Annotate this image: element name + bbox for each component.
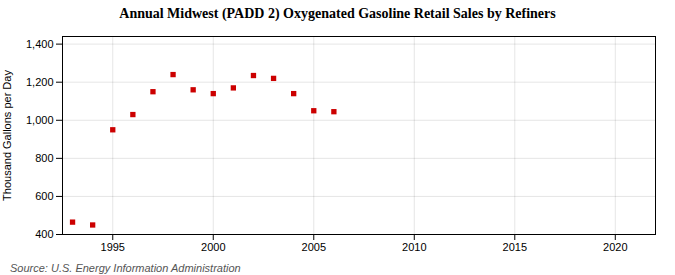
svg-text:1995: 1995 <box>101 241 125 253</box>
svg-text:Thousand Gallons per Day: Thousand Gallons per Day <box>1 70 13 201</box>
html-text:Annual Midwest (PADD 2) Oxygen: Annual Midwest (PADD 2) Oxygenated Gasol… <box>119 6 556 21</box>
svg-text:2020: 2020 <box>603 241 627 253</box>
svg-text:1,400: 1,400 <box>26 38 54 50</box>
svg-text:2000: 2000 <box>201 241 225 253</box>
svg-text:2015: 2015 <box>503 241 527 253</box>
svg-text:2010: 2010 <box>402 241 426 253</box>
svg-text:1,200: 1,200 <box>26 76 54 88</box>
svg-text:2005: 2005 <box>302 241 326 253</box>
svg-text:800: 800 <box>35 152 53 164</box>
html-text:Source: U.S. Energy Informatio: Source: U.S. Energy Information Administ… <box>10 262 241 274</box>
svg-text:1,000: 1,000 <box>26 114 54 126</box>
svg-text:600: 600 <box>35 190 53 202</box>
svg-text:400: 400 <box>35 228 53 240</box>
